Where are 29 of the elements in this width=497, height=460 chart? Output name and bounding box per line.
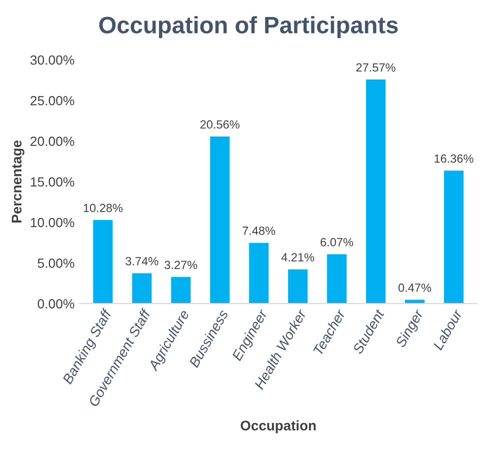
y-tick-label: 10.00% — [30, 218, 74, 228]
data-label: 3.27% — [164, 260, 198, 270]
x-axis-title: Occupation — [240, 420, 316, 434]
data-label: 3.74% — [126, 256, 158, 266]
bar — [93, 220, 113, 304]
y-axis-title: Percnentage — [12, 140, 24, 222]
data-label: 10.28% — [84, 204, 123, 212]
y-tick-label: 25.00% — [30, 96, 74, 106]
data-label: 27.57% — [356, 63, 396, 72]
bar — [366, 80, 386, 304]
data-label: 0.47% — [398, 284, 432, 292]
bar — [171, 277, 191, 304]
bar — [444, 170, 464, 304]
data-label: 16.36% — [434, 154, 474, 163]
data-label: 7.48% — [242, 226, 276, 235]
y-tick-label: 30.00% — [30, 55, 74, 65]
bar — [132, 273, 152, 304]
bar — [327, 254, 347, 304]
y-tick-label: 5.00% — [38, 258, 74, 268]
y-tick-label: 0.00% — [38, 299, 74, 309]
y-tick-label: 15.00% — [30, 177, 74, 187]
bar — [249, 242, 269, 304]
bar — [288, 269, 308, 304]
bar — [210, 136, 230, 304]
data-label: 4.21% — [281, 253, 314, 262]
chart-title: Occupation of Participants — [99, 16, 398, 38]
data-label: 6.07% — [320, 238, 354, 246]
y-tick-label: 20.00% — [30, 136, 74, 146]
data-label: 20.56% — [200, 120, 240, 129]
